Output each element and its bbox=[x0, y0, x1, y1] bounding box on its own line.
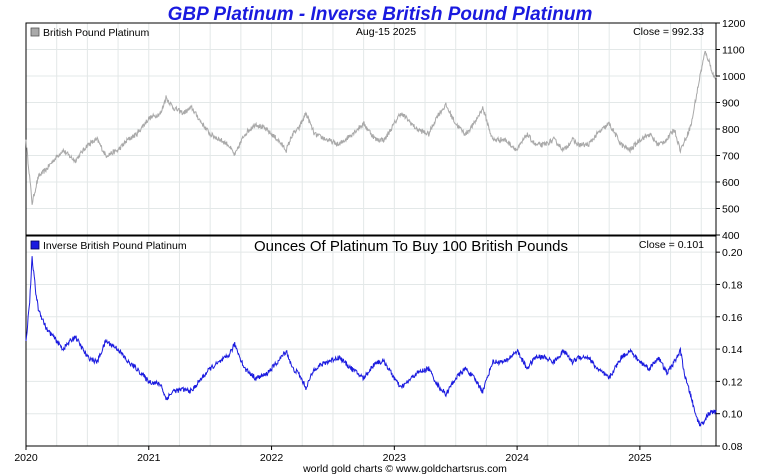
bottom-close-label: Close = 0.101 bbox=[639, 239, 704, 251]
top-y-tick-label: 700 bbox=[722, 151, 740, 163]
top-panel-grid bbox=[26, 23, 716, 235]
top-panel-series bbox=[25, 50, 717, 205]
bottom-y-tick-label: 0.12 bbox=[722, 376, 743, 388]
date-label: Aug-15 2025 bbox=[356, 26, 416, 38]
credit-text: world gold charts © www.goldchartsrus.co… bbox=[302, 463, 507, 475]
x-axis: 2020 2021 2022 2023 2024 2025 bbox=[14, 446, 652, 464]
bottom-y-tick-label: 0.18 bbox=[722, 279, 743, 291]
top-legend-label: British Pound Platinum bbox=[43, 27, 149, 39]
bottom-panel-frame bbox=[25, 235, 717, 447]
top-y-tick-label: 500 bbox=[722, 204, 740, 216]
top-series-line bbox=[25, 50, 717, 205]
top-y-tick-label: 600 bbox=[722, 177, 740, 189]
bottom-panel-y-axis: 0.08 0.10 0.12 0.14 0.16 0.18 0.20 bbox=[716, 247, 743, 453]
top-legend-swatch bbox=[30, 27, 40, 37]
bottom-panel-series bbox=[25, 256, 717, 427]
bottom-subtitle: Ounces Of Platinum To Buy 100 British Po… bbox=[254, 238, 568, 255]
top-y-tick-label: 800 bbox=[722, 124, 740, 136]
bottom-series-line bbox=[25, 256, 717, 427]
x-tick-label: 2025 bbox=[628, 452, 652, 464]
top-y-tick-label: 900 bbox=[722, 98, 740, 110]
top-y-tick-label: 400 bbox=[722, 230, 740, 242]
x-tick-label: 2020 bbox=[14, 452, 38, 464]
bottom-y-tick-label: 0.20 bbox=[722, 247, 743, 259]
x-tick-label: 2021 bbox=[137, 452, 161, 464]
top-close-label: Close = 992.33 bbox=[633, 26, 704, 38]
top-panel-y-axis: 400 500 600 700 800 900 1000 1100 1200 bbox=[716, 18, 746, 242]
bottom-legend-label: Inverse British Pound Platinum bbox=[43, 240, 187, 252]
bottom-y-tick-label: 0.14 bbox=[722, 344, 743, 356]
chart-title: GBP Platinum - Inverse British Pound Pla… bbox=[168, 4, 593, 25]
x-tick-label: 2024 bbox=[505, 452, 529, 464]
top-y-tick-label: 1100 bbox=[722, 45, 745, 57]
bottom-panel-grid bbox=[26, 236, 716, 446]
bottom-y-tick-label: 0.10 bbox=[722, 409, 743, 421]
x-tick-label: 2022 bbox=[260, 452, 284, 464]
top-y-tick-label: 1200 bbox=[722, 18, 746, 30]
x-tick-label: 2023 bbox=[383, 452, 407, 464]
top-y-tick-label: 1000 bbox=[722, 71, 746, 83]
bottom-legend-swatch bbox=[30, 240, 40, 250]
bottom-y-tick-label: 0.16 bbox=[722, 312, 743, 324]
bottom-y-tick-label: 0.08 bbox=[722, 441, 743, 453]
